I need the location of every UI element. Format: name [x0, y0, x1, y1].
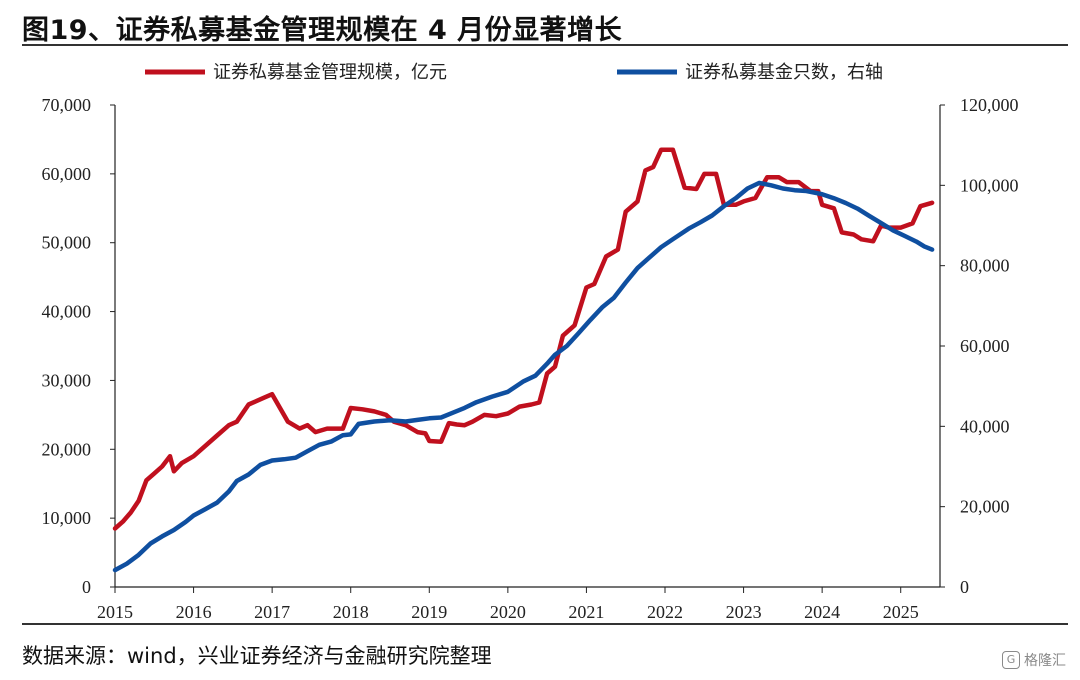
- y-right-tick-label: 120,000: [960, 95, 1019, 115]
- y-right-tick-label: 80,000: [960, 256, 1010, 276]
- x-tick-label: 2019: [411, 602, 447, 622]
- line-chart: 70,000 60,000 50,000 40,000 30,000 20,000 10,0…: [42, 62, 1019, 622]
- source-note: 数据来源：wind，兴业证券经济与金融研究院整理: [22, 644, 492, 668]
- y-right-tick-label: 40,000: [960, 416, 1010, 436]
- x-tick-label: 2024: [804, 602, 840, 622]
- chart-title: 图19、证券私募基金管理规模在 4 月份显著增长: [22, 15, 623, 46]
- y-left-tick-label: 70,000: [42, 95, 92, 115]
- x-tick-label: 2021: [568, 602, 604, 622]
- x-tick-label: 2016: [176, 602, 212, 622]
- legend-label-scale: 证券私募基金管理规模，亿元: [213, 62, 447, 83]
- footer-divider: [22, 623, 1068, 625]
- y-left-tick-label: 40,000: [42, 302, 92, 322]
- chart-series: [112, 147, 935, 573]
- watermark: G 格隆汇: [1002, 650, 1066, 670]
- x-tick-label: 2015: [97, 602, 133, 622]
- legend-label-count: 证券私募基金只数，右轴: [685, 62, 883, 83]
- y-left-tick-label: 0: [82, 577, 91, 597]
- x-tick-label: 2025: [883, 602, 919, 622]
- watermark-logo-icon: G: [1002, 651, 1020, 669]
- title-divider: [22, 44, 1068, 46]
- chart-axes: 70,000 60,000 50,000 40,000 30,000 20,000 10,0…: [42, 95, 1019, 622]
- x-tick-label: 2017: [254, 602, 290, 622]
- y-left-tick-label: 10,000: [42, 508, 92, 528]
- y-right-tick-label: 60,000: [960, 336, 1010, 356]
- y-left-tick-label: 20,000: [42, 439, 92, 459]
- x-tick-label: 2022: [647, 602, 683, 622]
- y-left-tick-label: 30,000: [42, 370, 92, 390]
- watermark-text: 格隆汇: [1024, 653, 1066, 669]
- y-left-tick-label: 60,000: [42, 164, 92, 184]
- x-tick-label: 2020: [490, 602, 526, 622]
- y-right-tick-label: 100,000: [960, 175, 1019, 195]
- y-right-tick-label: 20,000: [960, 497, 1010, 517]
- chart-legend: 证券私募基金管理规模，亿元 证券私募基金只数，右轴: [145, 62, 883, 83]
- y-left-tick-label: 50,000: [42, 233, 92, 253]
- x-tick-label: 2023: [726, 602, 762, 622]
- series-line-count: [112, 180, 935, 573]
- series-line-scale: [112, 147, 935, 531]
- y-right-tick-label: 0: [960, 577, 969, 597]
- x-tick-label: 2018: [333, 602, 369, 622]
